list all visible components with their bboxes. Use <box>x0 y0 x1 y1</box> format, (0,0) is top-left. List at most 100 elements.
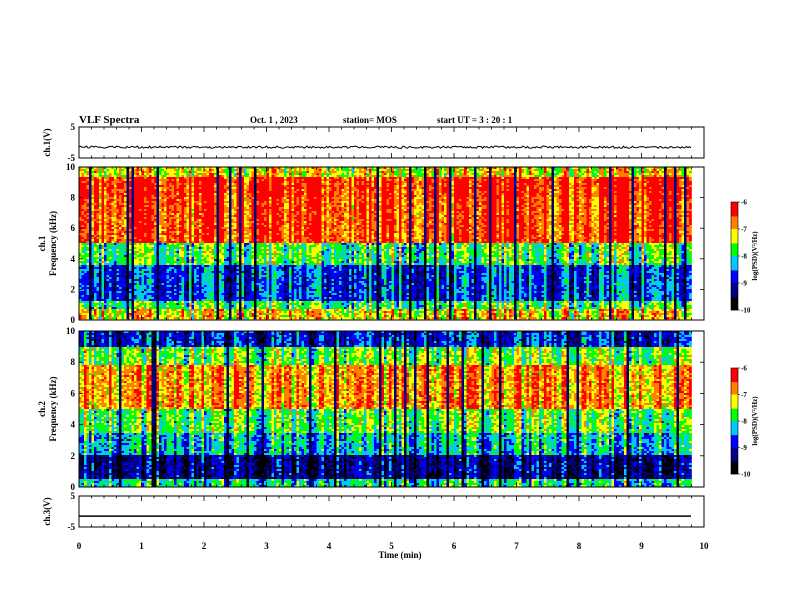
y-axis-label: ch.1 <box>37 235 47 251</box>
colorbar-tick-label: -6 <box>741 365 747 373</box>
colorbar-cell <box>731 202 738 205</box>
colorbar-cell <box>731 461 738 464</box>
colorbar-cell <box>731 281 738 284</box>
colorbar-tick-label: -6 <box>741 199 747 207</box>
colorbar-cell <box>731 472 738 475</box>
colorbar-cell <box>731 247 738 250</box>
colorbar-cell <box>731 286 738 289</box>
colorbar-cell <box>731 415 738 418</box>
colorbar-cell <box>731 203 738 206</box>
colorbar-cell <box>731 302 738 305</box>
colorbar-cell <box>731 390 738 394</box>
ch1-waveform-panel: 5 -5 ch.1(V) <box>42 122 705 163</box>
ch2-spectrogram-panel: 0 2 4 6 8 10 ch.2 Frequency (kHz) <box>37 326 705 492</box>
colorbar-cell <box>731 376 738 379</box>
x-axis-label: Time (min) <box>378 550 421 560</box>
colorbar-cell <box>731 419 738 422</box>
colorbar-cell <box>731 396 738 399</box>
colorbar-cell <box>731 436 738 439</box>
ch1-spectrogram-panel: 0 2 4 6 8 10 ch.1 Frequency (kHz) <box>37 162 705 325</box>
waveform-line <box>78 145 692 149</box>
colorbar-tick-label: -9 <box>741 280 747 288</box>
colorbar-cell <box>731 456 738 459</box>
colorbar-tick-label: -7 <box>741 226 747 234</box>
colorbar-cell <box>731 214 738 217</box>
colorbar-cell <box>731 422 738 425</box>
x-tick-label: 7 <box>514 541 519 551</box>
colorbar-cell <box>731 403 738 406</box>
colorbar-cell <box>731 412 738 415</box>
colorbar-cell <box>731 239 738 242</box>
colorbar-cell <box>731 250 738 253</box>
time-axis: 0 1 2 3 4 5 6 7 8 9 10 <box>77 541 709 551</box>
colorbar-cell <box>731 459 738 462</box>
y-axis-label: ch.2 <box>37 401 47 417</box>
colorbar-cell <box>731 387 738 390</box>
y-tick-label: 8 <box>71 357 76 367</box>
x-tick-label: 0 <box>77 541 82 551</box>
colorbar-cell <box>731 304 738 307</box>
colorbar-cell <box>731 451 738 454</box>
colorbar-cell <box>731 306 738 309</box>
colorbar-cell <box>731 392 738 395</box>
colorbar-cell <box>731 261 738 264</box>
colorbar-cell <box>731 288 738 291</box>
colorbar-cell <box>731 408 738 411</box>
colorbar-cell <box>731 266 738 269</box>
colorbar-cell <box>731 211 738 214</box>
colorbar-cell <box>731 426 738 429</box>
x-tick-label: 3 <box>264 541 269 551</box>
y-tick-label: 10 <box>66 162 76 172</box>
y-tick-label: 2 <box>71 284 76 294</box>
ch2-colorbar: -6 -7 -8 -9 -10 log(PSD)(V²/Hz) <box>730 365 759 479</box>
colorbar-cell <box>731 389 738 392</box>
colorbar-cell <box>731 220 738 223</box>
colorbar-cell <box>731 465 738 468</box>
y-tick-label: 2 <box>71 451 76 461</box>
x-tick-label: 4 <box>327 541 332 551</box>
colorbar-cell <box>731 279 738 282</box>
colorbar-cell <box>731 413 738 416</box>
colorbar-cell <box>731 297 738 300</box>
colorbar-cell <box>731 383 738 386</box>
colorbar-cell <box>731 463 738 466</box>
colorbar-cell <box>731 410 738 413</box>
colorbar-cell <box>731 380 738 383</box>
colorbar-cell <box>731 223 738 226</box>
colorbar-cell <box>731 468 738 471</box>
spectrogram-cells <box>79 167 692 320</box>
colorbar-cell <box>731 299 738 302</box>
colorbar-cell <box>731 284 738 287</box>
colorbar-cell <box>731 308 738 311</box>
colorbar-cell <box>731 368 738 371</box>
colorbar-cell <box>731 445 738 448</box>
y-axis-label: ch.1(V) <box>42 128 52 156</box>
y-tick-label: 8 <box>71 193 76 203</box>
x-tick-label: 10 <box>700 541 710 551</box>
y-tick-label: 5 <box>71 491 76 501</box>
colorbar-cell <box>731 259 738 262</box>
colorbar-cell <box>731 440 738 443</box>
y-tick-label: 6 <box>71 388 76 398</box>
figure-title: VLF Spectra <box>79 114 140 126</box>
colorbar-cell <box>731 398 738 401</box>
colorbar-cell <box>731 452 738 455</box>
colorbar-cell <box>731 385 738 388</box>
colorbar-tick-label: -8 <box>741 418 747 426</box>
colorbar-cell <box>731 216 738 219</box>
y-tick-label: -5 <box>68 522 76 532</box>
colorbar-label: log(PSD)(V²/Hz) <box>751 396 759 446</box>
colorbar-cell <box>731 234 738 237</box>
colorbar-cell <box>731 252 738 255</box>
y-tick-label: 10 <box>66 326 76 336</box>
colorbar-label: log(PSD)(V²/Hz) <box>751 231 759 281</box>
colorbar-cell <box>731 277 738 280</box>
colorbar-cell <box>731 245 738 248</box>
colorbar-cell <box>731 212 738 215</box>
colorbar-cell <box>731 433 738 436</box>
colorbar-cell <box>731 230 738 233</box>
x-tick-label: 8 <box>577 541 582 551</box>
colorbar-tick-label: -9 <box>741 444 747 452</box>
colorbar-cell <box>731 268 738 271</box>
ch1-colorbar: -6 -7 -8 -9 -10 log(PSD)(V²/Hz) <box>730 199 759 315</box>
